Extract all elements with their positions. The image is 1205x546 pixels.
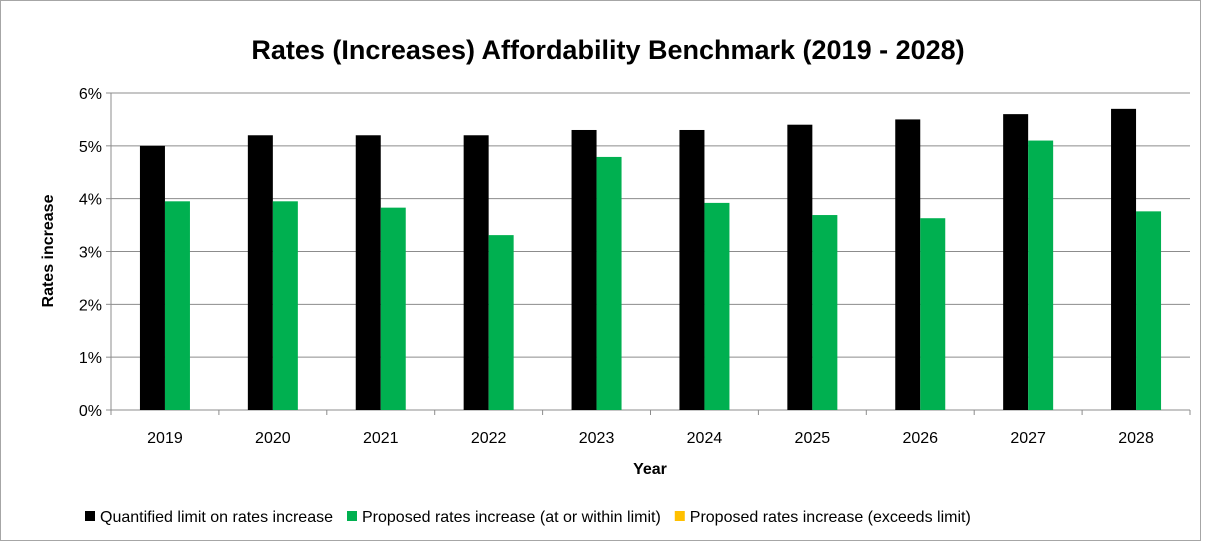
bar-limit-2028: [1111, 108, 1137, 410]
bar-limit-2020: [247, 135, 273, 410]
legend-swatch-2: [347, 511, 357, 521]
bar-proposed-2028: [1136, 211, 1162, 410]
legend-label-3: Proposed rates increase (exceeds limit): [690, 509, 971, 526]
bar-proposed-2023: [596, 156, 622, 410]
bar-limit-2026: [895, 119, 921, 411]
legend: Quantified limit on rates increase Propos…: [85, 509, 971, 526]
y-tick-label: 5%: [79, 139, 102, 156]
y-tick-label: 4%: [79, 192, 102, 209]
bar-proposed-2025: [812, 215, 838, 410]
bar-limit-2027: [1003, 114, 1029, 410]
bar-proposed-2021: [380, 207, 406, 410]
x-tick-label: 2026: [902, 430, 938, 447]
chart-title: Rates (Increases) Affordability Benchmar…: [251, 35, 964, 65]
legend-label-2: Proposed rates increase (at or within li…: [362, 509, 661, 526]
x-axis-label: Year: [633, 461, 667, 478]
legend-label-1: Quantified limit on rates increase: [100, 509, 333, 526]
bar-limit-2021: [355, 135, 381, 410]
bar-proposed-2022: [488, 235, 514, 410]
bar-limit-2019: [139, 145, 165, 411]
y-tick-label: 2%: [79, 297, 102, 314]
y-tick-label: 3%: [79, 245, 102, 262]
x-tick-label: 2028: [1118, 430, 1154, 447]
x-tick-label: 2023: [579, 430, 615, 447]
x-tick-label: 2025: [795, 430, 831, 447]
y-tick-label: 1%: [79, 350, 102, 367]
legend-swatch-1: [85, 511, 95, 521]
x-tick-label: 2024: [687, 430, 723, 447]
bar-limit-2024: [679, 129, 705, 410]
bar-limit-2023: [571, 129, 597, 410]
bar-proposed-2024: [704, 202, 730, 410]
legend-swatch-3: [674, 511, 685, 521]
y-tick-labels: 0% 1% 2% 3% 4% 5% 6%: [79, 86, 102, 420]
bar-proposed-2026: [920, 218, 946, 410]
x-tick-labels: 2019 2020 2021 2022 2023 2024 2025 2026 2027 2028: [147, 430, 1154, 447]
bar-limit-2022: [463, 135, 489, 410]
bar-proposed-2027: [1028, 140, 1054, 411]
bar-proposed-2019: [164, 201, 190, 410]
bars: [139, 108, 1162, 411]
y-tick-label: 0%: [79, 403, 102, 420]
bar-limit-2025: [787, 124, 813, 410]
x-tick-label: 2021: [363, 430, 399, 447]
x-tick-label: 2027: [1010, 430, 1046, 447]
x-tick-label: 2020: [255, 430, 291, 447]
y-tick-label: 6%: [79, 86, 102, 103]
y-axis-label: Rates increase: [40, 194, 57, 307]
x-tick-label: 2019: [147, 430, 183, 447]
x-tick-label: 2022: [471, 430, 507, 447]
bar-proposed-2020: [272, 201, 298, 410]
